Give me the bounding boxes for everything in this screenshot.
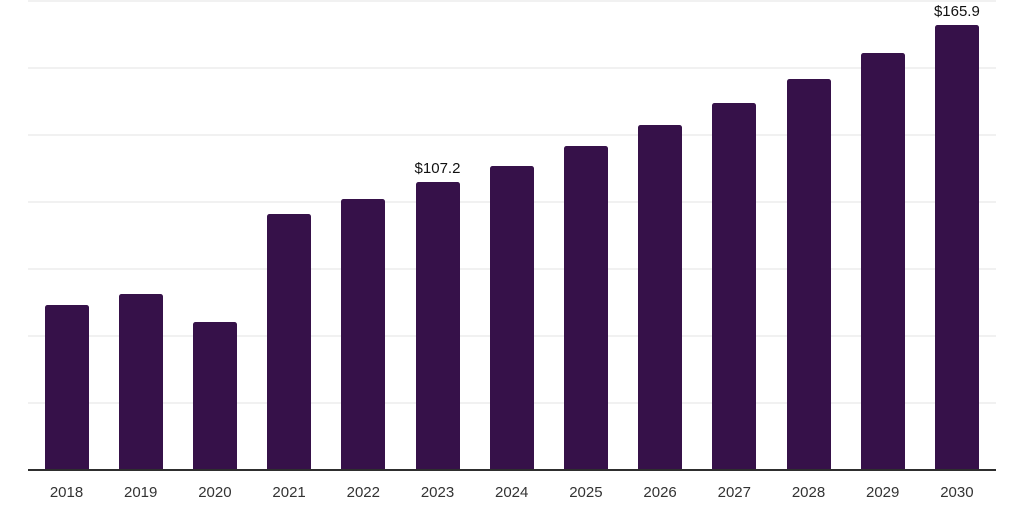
bar-value-label-2023: $107.2 xyxy=(414,160,461,178)
x-tick-2028: 2028 xyxy=(791,484,826,501)
x-tick-2019: 2019 xyxy=(124,484,158,501)
x-tick-2023: 2023 xyxy=(420,484,455,501)
bar-2024[interactable] xyxy=(489,166,534,470)
x-tick-2020: 2020 xyxy=(198,484,232,501)
x-tick-2018: 2018 xyxy=(49,484,84,501)
gridline-175 xyxy=(28,0,996,2)
bar-2019[interactable] xyxy=(118,294,163,470)
bar-2023[interactable] xyxy=(415,182,460,470)
x-tick-2027: 2027 xyxy=(717,484,751,501)
x-axis-line xyxy=(28,469,996,471)
bar-2028[interactable] xyxy=(786,78,831,470)
bar-2026[interactable] xyxy=(638,125,683,470)
bar-2025[interactable] xyxy=(563,146,608,470)
x-tick-2030: 2030 xyxy=(940,484,974,501)
gridline-150 xyxy=(28,67,996,69)
bar-2027[interactable] xyxy=(712,102,757,470)
bar-2018[interactable] xyxy=(44,305,89,470)
bar-value-label-2030: $165.9 xyxy=(933,3,980,21)
x-tick-2024: 2024 xyxy=(495,484,529,501)
x-tick-2026: 2026 xyxy=(643,484,677,501)
x-tick-2025: 2025 xyxy=(569,484,603,501)
x-tick-2029: 2029 xyxy=(866,484,900,501)
x-tick-2021: 2021 xyxy=(272,484,306,501)
bar-2022[interactable] xyxy=(341,199,386,470)
bar-2021[interactable] xyxy=(267,214,312,470)
bar-2030[interactable] xyxy=(934,25,979,470)
bar-2020[interactable] xyxy=(192,321,237,470)
x-tick-2022: 2022 xyxy=(346,484,380,501)
bar-2029[interactable] xyxy=(860,52,905,470)
gridline-125 xyxy=(28,134,996,136)
